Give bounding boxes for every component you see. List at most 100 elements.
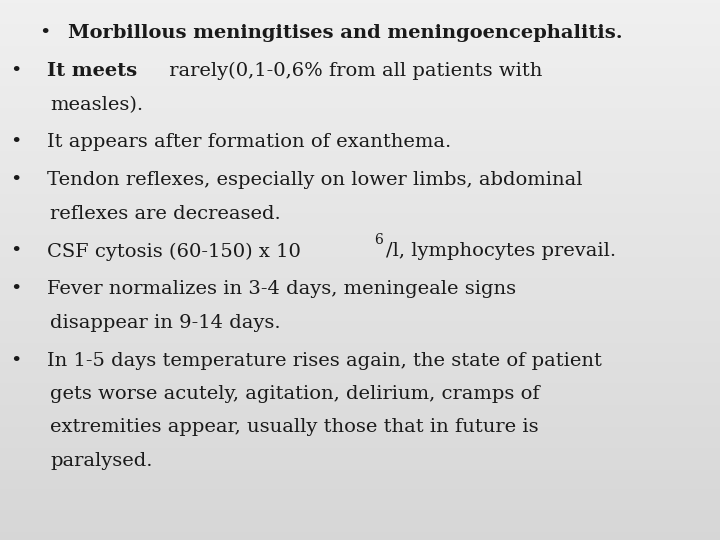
Bar [0, 448, 720, 451]
Bar [0, 400, 720, 402]
Bar [0, 410, 720, 413]
Bar [0, 111, 720, 113]
Bar [0, 535, 720, 537]
Bar [0, 340, 720, 343]
Bar [0, 68, 720, 70]
Bar [0, 113, 720, 116]
Bar [0, 537, 720, 540]
Bar [0, 65, 720, 68]
Bar [0, 5, 720, 8]
Bar [0, 443, 720, 445]
Bar [0, 211, 720, 213]
Bar [0, 526, 720, 529]
Bar [0, 421, 720, 424]
Bar [0, 227, 720, 229]
Bar [0, 216, 720, 219]
Bar [0, 338, 720, 340]
Bar [0, 491, 720, 494]
Text: measles).: measles). [50, 96, 143, 113]
Bar [0, 148, 720, 151]
Bar [0, 189, 720, 192]
Bar [0, 451, 720, 454]
Bar [0, 429, 720, 432]
Bar [0, 289, 720, 292]
Bar [0, 167, 720, 170]
Bar [0, 324, 720, 327]
Bar [0, 405, 720, 408]
Bar [0, 259, 720, 262]
Bar [0, 122, 720, 124]
Bar [0, 176, 720, 178]
Bar [0, 173, 720, 176]
Bar [0, 124, 720, 127]
Bar [0, 281, 720, 284]
Bar [0, 243, 720, 246]
Text: paralysed.: paralysed. [50, 452, 153, 470]
Bar [0, 367, 720, 370]
Bar [0, 94, 720, 97]
Bar [0, 27, 720, 30]
Bar [0, 186, 720, 189]
Bar [0, 464, 720, 467]
Bar [0, 373, 720, 375]
Bar [0, 329, 720, 332]
Bar [0, 89, 720, 92]
Bar [0, 43, 720, 46]
Text: •: • [10, 242, 22, 260]
Bar [0, 221, 720, 224]
Bar [0, 59, 720, 62]
Bar [0, 375, 720, 378]
Text: Fever normalizes in 3-4 days, meningeale signs: Fever normalizes in 3-4 days, meningeale… [47, 280, 516, 298]
Bar [0, 205, 720, 208]
Bar [0, 238, 720, 240]
Bar [0, 103, 720, 105]
Bar [0, 84, 720, 86]
Text: extremities appear, usually those that in future is: extremities appear, usually those that i… [50, 418, 539, 436]
Bar [0, 413, 720, 416]
Bar [0, 472, 720, 475]
Bar [0, 327, 720, 329]
Bar [0, 497, 720, 500]
Bar [0, 162, 720, 165]
Bar [0, 302, 720, 305]
Bar [0, 319, 720, 321]
Bar [0, 518, 720, 521]
Bar [0, 146, 720, 148]
Bar [0, 11, 720, 14]
Bar [0, 335, 720, 338]
Bar [0, 230, 720, 232]
Bar [0, 332, 720, 335]
Bar [0, 116, 720, 119]
Bar [0, 362, 720, 364]
Bar [0, 305, 720, 308]
Bar [0, 351, 720, 354]
Bar [0, 346, 720, 348]
Bar [0, 397, 720, 400]
Bar [0, 505, 720, 508]
Bar [0, 76, 720, 78]
Bar [0, 294, 720, 297]
Bar [0, 38, 720, 40]
Bar [0, 62, 720, 65]
Bar [0, 265, 720, 267]
Bar [0, 135, 720, 138]
Bar [0, 435, 720, 437]
Bar [0, 437, 720, 440]
Bar [0, 70, 720, 73]
Bar [0, 235, 720, 238]
Bar [0, 454, 720, 456]
Bar [0, 381, 720, 383]
Text: •: • [10, 171, 22, 189]
Bar [0, 81, 720, 84]
Bar [0, 446, 720, 448]
Text: Morbillous meningitises and meningoencephalitis.: Morbillous meningitises and meningoencep… [68, 24, 623, 42]
Bar [0, 267, 720, 270]
Bar [0, 200, 720, 202]
Bar [0, 73, 720, 76]
Bar [0, 130, 720, 132]
Text: It appears after formation of exanthema.: It appears after formation of exanthema. [47, 133, 451, 151]
Bar [0, 127, 720, 130]
Bar [0, 262, 720, 265]
Bar [0, 462, 720, 464]
Text: In 1-5 days temperature rises again, the state of patient: In 1-5 days temperature rises again, the… [47, 352, 602, 369]
